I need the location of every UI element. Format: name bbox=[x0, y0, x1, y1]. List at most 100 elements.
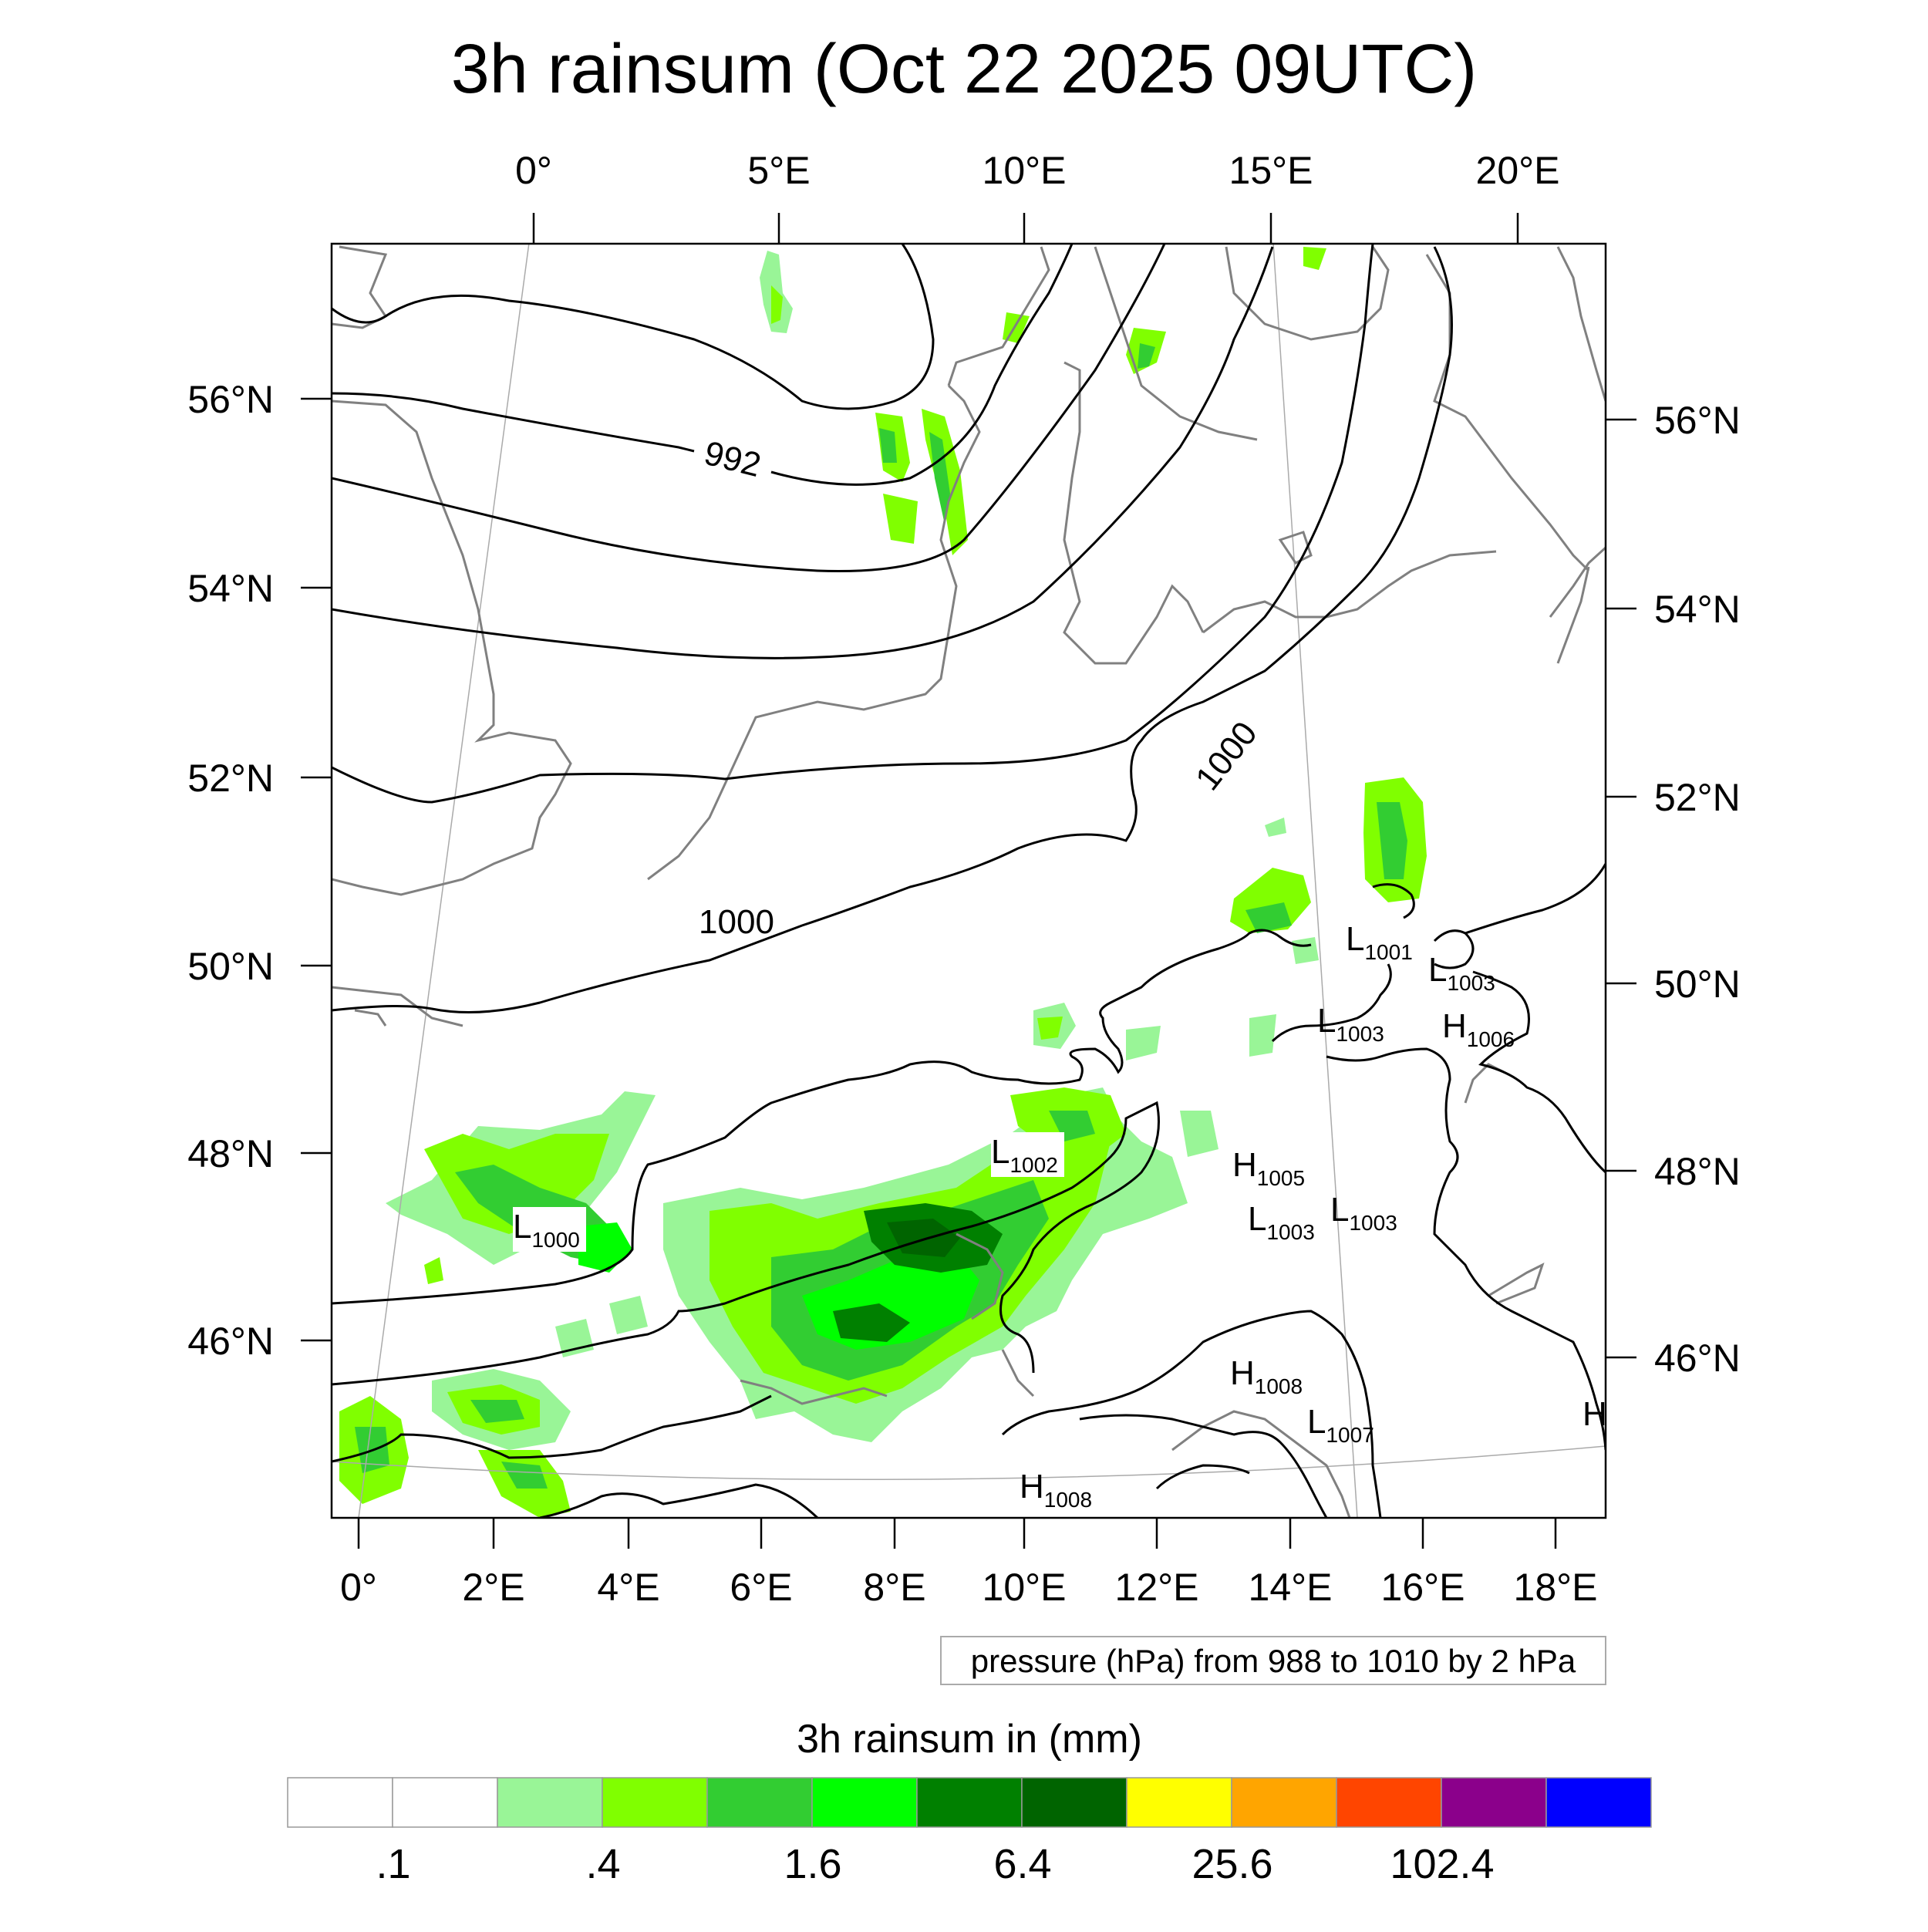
center-label: H1006 bbox=[1442, 1007, 1515, 1051]
rain-field bbox=[339, 247, 1427, 1518]
center-type: H bbox=[1583, 1395, 1607, 1433]
right-lat-label: 52°N bbox=[1654, 776, 1741, 819]
center-type: L bbox=[1346, 920, 1364, 958]
center-type: H bbox=[1232, 1146, 1257, 1184]
center-value: 1007 bbox=[1326, 1423, 1374, 1447]
right-lat-label: 48°N bbox=[1654, 1150, 1741, 1193]
pressure-contours bbox=[332, 244, 1606, 1518]
left-lat-label: 50°N bbox=[187, 945, 274, 988]
center-value: 1001 bbox=[1364, 940, 1412, 964]
rain-legend: 3h rainsum in (mm) .1 .4 1.6 6.4 25.6 10… bbox=[287, 1717, 1652, 1887]
left-lat-label: 48°N bbox=[187, 1132, 274, 1175]
legend-color-box bbox=[392, 1777, 498, 1828]
bottom-lon-label: 0° bbox=[340, 1566, 377, 1609]
legend-color-box bbox=[1231, 1777, 1337, 1828]
center-value: 1000 bbox=[531, 1228, 579, 1252]
center-value: 1003 bbox=[1266, 1220, 1314, 1244]
bottom-lon-label: 6°E bbox=[730, 1566, 792, 1609]
center-value: 1005 bbox=[1257, 1166, 1305, 1190]
center-label: H1005 bbox=[1232, 1146, 1305, 1190]
svg-text:H1005: H1005 bbox=[1232, 1146, 1305, 1190]
legend-tick-label: 6.4 bbox=[993, 1841, 1051, 1887]
svg-text:H: H bbox=[1583, 1395, 1607, 1433]
left-lat-label: 56°N bbox=[187, 378, 274, 421]
map-panel: 992 1000 1000 L1000 L1002 L1001 L1003 bbox=[187, 149, 1740, 1609]
center-label: H1008 bbox=[1020, 1468, 1092, 1512]
legend-color-box bbox=[1336, 1777, 1442, 1828]
bottom-lon-label: 12°E bbox=[1115, 1566, 1199, 1609]
center-label: L1007 bbox=[1307, 1403, 1374, 1447]
top-lon-label: 20°E bbox=[1476, 149, 1560, 192]
left-lat-label: 46°N bbox=[187, 1320, 274, 1363]
svg-text:L1003: L1003 bbox=[1248, 1200, 1315, 1244]
bottom-lon-label: 2°E bbox=[462, 1566, 524, 1609]
center-type: L bbox=[991, 1133, 1010, 1171]
legend-color-box bbox=[1126, 1777, 1232, 1828]
left-lat-labels: 56°N 54°N 52°N 50°N 48°N 46°N bbox=[187, 378, 274, 1363]
legend-tick-label: .4 bbox=[585, 1841, 620, 1887]
top-lon-label: 0° bbox=[515, 149, 552, 192]
legend-color-box bbox=[916, 1777, 1023, 1828]
pressure-centers: L1000 L1002 L1001 L1003 L1003 H1006 bbox=[513, 920, 1607, 1512]
legend-title: 3h rainsum in (mm) bbox=[797, 1717, 1142, 1762]
center-label: L1000 bbox=[513, 1207, 586, 1252]
center-value: 1008 bbox=[1255, 1374, 1303, 1398]
center-label: L1003 bbox=[1428, 951, 1495, 995]
svg-text:L1002: L1002 bbox=[991, 1133, 1058, 1177]
map-title: 3h rainsum (Oct 22 2025 09UTC) bbox=[451, 31, 1478, 108]
center-label: H1008 bbox=[1230, 1354, 1303, 1398]
legend-tick-label: 1.6 bbox=[784, 1841, 841, 1887]
right-lat-label: 46°N bbox=[1654, 1337, 1741, 1380]
svg-text:L1003: L1003 bbox=[1317, 1002, 1384, 1046]
center-type: H bbox=[1020, 1468, 1044, 1505]
bottom-lon-labels: 0° 2°E 4°E 6°E 8°E 10°E 12°E 14°E 16°E 1… bbox=[340, 1566, 1597, 1609]
center-value: 1003 bbox=[1447, 971, 1495, 995]
center-type: L bbox=[1428, 951, 1447, 989]
center-label: L1001 bbox=[1346, 920, 1413, 964]
svg-text:L1003: L1003 bbox=[1428, 951, 1495, 995]
svg-text:L1001: L1001 bbox=[1346, 920, 1413, 964]
contour-label-992: 992 bbox=[700, 434, 764, 484]
legend-color-box bbox=[287, 1777, 393, 1828]
bottom-lon-label: 10°E bbox=[983, 1566, 1067, 1609]
legend-ticks: .1 .4 1.6 6.4 25.6 102.4 bbox=[376, 1841, 1494, 1887]
legend-color-boxes bbox=[287, 1777, 1652, 1828]
map-frame bbox=[330, 242, 1607, 1519]
center-type: H bbox=[1230, 1354, 1255, 1392]
center-label: L1003 bbox=[1248, 1200, 1315, 1244]
coastlines bbox=[332, 245, 1606, 1518]
top-lon-label: 15°E bbox=[1229, 149, 1313, 192]
svg-text:H1008: H1008 bbox=[1020, 1468, 1092, 1512]
legend-color-box bbox=[497, 1777, 603, 1828]
bottom-lon-label: 8°E bbox=[863, 1566, 925, 1609]
contour-info-text: pressure (hPa) from 988 to 1010 by 2 hPa bbox=[971, 1643, 1576, 1679]
center-value: 1003 bbox=[1349, 1211, 1397, 1235]
center-type: L bbox=[1330, 1191, 1349, 1229]
left-lat-label: 52°N bbox=[187, 757, 274, 800]
top-lon-labels: 0° 5°E 10°E 15°E 20°E bbox=[515, 149, 1559, 192]
legend-color-box bbox=[1021, 1777, 1127, 1828]
right-lat-label: 56°N bbox=[1654, 399, 1741, 442]
center-label: H bbox=[1583, 1395, 1607, 1433]
tick-marks bbox=[301, 213, 1636, 1549]
top-lon-label: 10°E bbox=[983, 149, 1067, 192]
left-lat-label: 54°N bbox=[187, 567, 274, 610]
contour-info-box: pressure (hPa) from 988 to 1010 by 2 hPa bbox=[940, 1636, 1606, 1685]
contour-label-1000-east: 1000 bbox=[1188, 715, 1265, 797]
center-type: L bbox=[1307, 1403, 1326, 1441]
svg-text:H1006: H1006 bbox=[1442, 1007, 1515, 1051]
legend-color-box bbox=[1545, 1777, 1652, 1828]
center-type: L bbox=[1248, 1200, 1266, 1238]
legend-color-box bbox=[602, 1777, 708, 1828]
legend-tick-label: 25.6 bbox=[1192, 1841, 1272, 1887]
center-value: 1008 bbox=[1044, 1488, 1092, 1512]
center-value: 1002 bbox=[1010, 1153, 1057, 1177]
svg-text:H1008: H1008 bbox=[1230, 1354, 1303, 1398]
svg-text:L1007: L1007 bbox=[1307, 1403, 1374, 1447]
center-type: L bbox=[1317, 1002, 1336, 1040]
legend-color-box bbox=[1441, 1777, 1547, 1828]
bottom-lon-label: 18°E bbox=[1514, 1566, 1598, 1609]
legend-tick-label: 102.4 bbox=[1390, 1841, 1494, 1887]
svg-text:L1003: L1003 bbox=[1330, 1191, 1397, 1235]
